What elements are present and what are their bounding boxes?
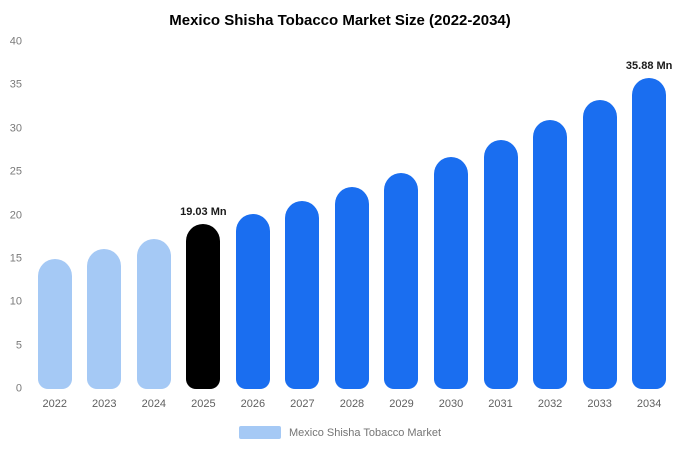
x-axis-label: 2028 (339, 398, 365, 410)
bar-slot (377, 42, 427, 389)
bar-2023[interactable] (87, 249, 122, 389)
y-tick-label: 25 (9, 165, 22, 178)
x-axis: 2022 2023 2024 2025 2026 2027 2028 2029 2030 2031… (30, 398, 674, 410)
plot-area: 0 5 10 15 20 25 30 35 40 19.03 Mn 35.88 Mn (0, 36, 680, 394)
bar-2033[interactable] (582, 100, 617, 389)
y-tick-label: 40 (9, 35, 22, 48)
x-axis-label: 2033 (587, 398, 612, 410)
bars-area: 19.03 Mn 35.88 Mn (30, 42, 674, 389)
bar-slot (525, 42, 575, 389)
x-axis-label: 2026 (240, 398, 266, 410)
x-axis-label: 2030 (438, 398, 464, 410)
x-axis-label: 2022 (42, 398, 67, 410)
bar-slot (327, 42, 377, 389)
bar-slot: 19.03 Mn (179, 42, 229, 389)
bar-2024[interactable] (136, 238, 171, 389)
x-axis-label: 2023 (92, 398, 117, 410)
y-axis: 0 5 10 15 20 25 30 35 40 (0, 36, 22, 394)
bar-slot (129, 42, 179, 389)
bar-2028[interactable] (334, 186, 369, 389)
legend-swatch (238, 426, 281, 439)
legend: Mexico Shisha Tobacco Market (0, 426, 680, 439)
bar-2032[interactable] (533, 120, 568, 389)
bar-slot (476, 42, 526, 389)
bar-slot: 35.88 Mn (624, 42, 674, 389)
y-tick-label: 10 (9, 295, 22, 308)
x-axis-label: 2025 (191, 398, 216, 410)
x-axis-label: 2029 (389, 398, 414, 410)
x-axis-label: 2024 (141, 398, 167, 410)
x-axis-label: 2034 (636, 398, 662, 410)
bar-2025[interactable] (186, 223, 221, 389)
x-axis-label: 2032 (537, 398, 563, 410)
bar-2027[interactable] (285, 200, 320, 389)
bar-slot (30, 42, 80, 389)
bar-slot (575, 42, 625, 389)
y-tick-label: 30 (9, 122, 22, 135)
y-tick-label: 0 (15, 382, 22, 395)
bar-value-label: 35.88 Mn (625, 59, 673, 72)
legend-label: Mexico Shisha Tobacco Market (288, 426, 442, 439)
x-axis-label: 2031 (488, 398, 513, 410)
bar-2031[interactable] (483, 140, 518, 389)
bar-slot (228, 42, 278, 389)
bar-2034[interactable] (632, 77, 667, 389)
y-tick-label: 15 (9, 252, 22, 265)
bar-slot (278, 42, 328, 389)
bar-2029[interactable] (384, 173, 419, 389)
y-tick-label: 5 (15, 339, 22, 352)
bar-2022[interactable] (37, 258, 72, 389)
y-tick-label: 20 (9, 209, 22, 221)
x-axis-label: 2027 (290, 398, 315, 410)
bar-2030[interactable] (434, 156, 469, 389)
bar-slot (426, 42, 476, 389)
y-tick-label: 35 (9, 78, 22, 91)
bar-value-label: 19.03 Mn (180, 205, 227, 218)
chart-title: Mexico Shisha Tobacco Market Size (2022-… (169, 12, 511, 29)
bar-slot (80, 42, 130, 389)
bar-2026[interactable] (235, 213, 270, 389)
